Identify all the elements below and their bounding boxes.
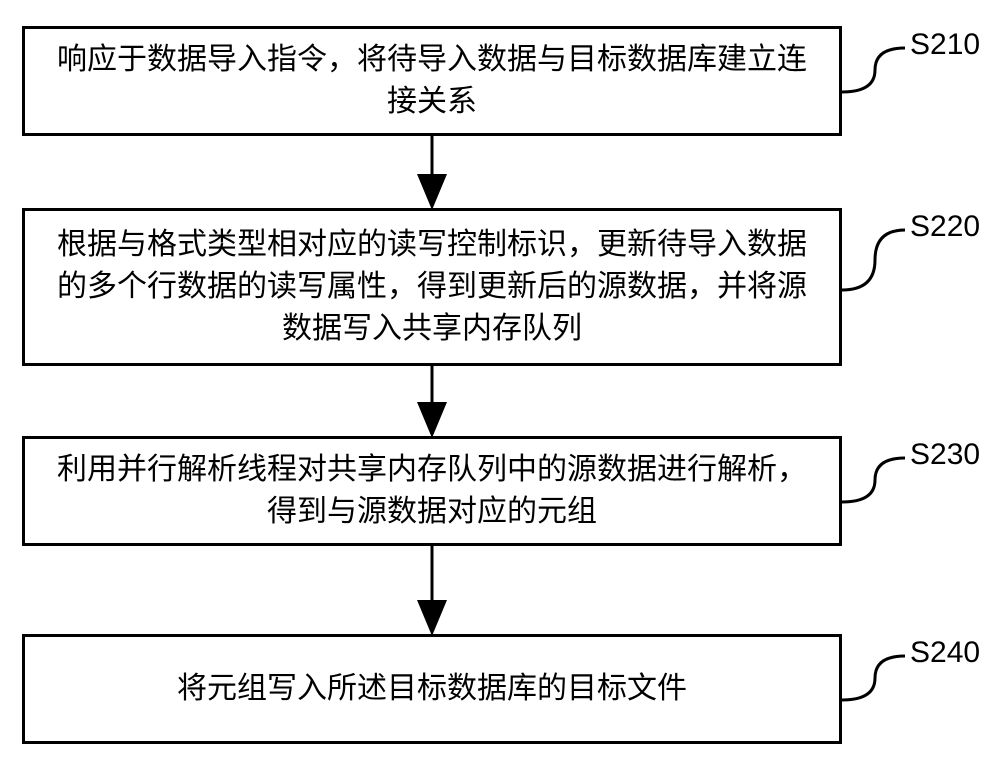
connector-s220	[842, 230, 905, 290]
step-text: 根据与格式类型相对应的读写控制标识，更新待导入数据的多个行数据的读写属性，得到更…	[45, 224, 819, 350]
step-box-s210: 响应于数据导入指令，将待导入数据与目标数据库建立连接关系	[22, 26, 842, 136]
step-box-s240: 将元组写入所述目标数据库的目标文件	[22, 634, 842, 744]
connector-s210	[842, 48, 905, 92]
step-label-s240: S240	[910, 636, 980, 670]
step-text: 响应于数据导入指令，将待导入数据与目标数据库建立连接关系	[45, 39, 819, 123]
step-label-s220: S220	[910, 210, 980, 244]
step-box-s220: 根据与格式类型相对应的读写控制标识，更新待导入数据的多个行数据的读写属性，得到更…	[22, 208, 842, 366]
connector-s230	[842, 458, 905, 502]
connector-s240	[842, 656, 905, 700]
step-label-s230: S230	[910, 438, 980, 472]
step-box-s230: 利用并行解析线程对共享内存队列中的源数据进行解析，得到与源数据对应的元组	[22, 436, 842, 546]
flowchart-canvas: 响应于数据导入指令，将待导入数据与目标数据库建立连接关系 S210 根据与格式类…	[0, 0, 1000, 779]
step-text: 利用并行解析线程对共享内存队列中的源数据进行解析，得到与源数据对应的元组	[45, 449, 819, 533]
step-label-s210: S210	[910, 28, 980, 62]
step-text: 将元组写入所述目标数据库的目标文件	[177, 668, 687, 710]
